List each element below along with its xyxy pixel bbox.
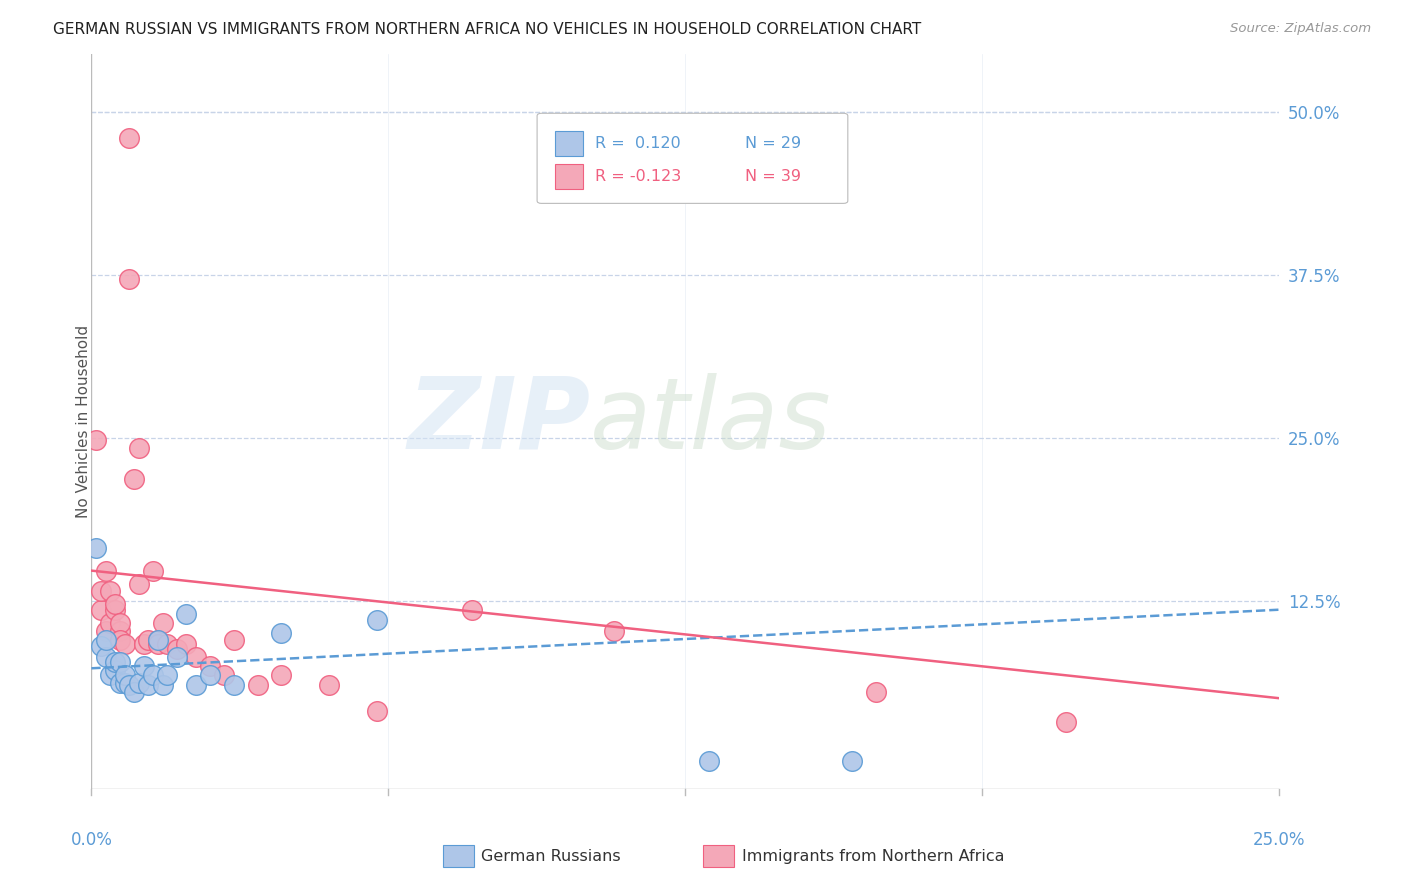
Text: Immigrants from Northern Africa: Immigrants from Northern Africa	[742, 849, 1005, 863]
Text: 0.0%: 0.0%	[70, 831, 112, 849]
Point	[270, 668, 292, 682]
Point	[122, 472, 145, 486]
Point	[94, 564, 117, 578]
Point	[270, 626, 292, 640]
Point	[132, 636, 155, 650]
Point	[114, 636, 136, 650]
Point	[246, 678, 269, 692]
Point	[84, 434, 107, 448]
Point	[156, 636, 179, 650]
Point	[118, 272, 141, 286]
Point	[100, 584, 122, 599]
Text: Source: ZipAtlas.com: Source: ZipAtlas.com	[1230, 22, 1371, 36]
Point	[152, 615, 174, 630]
Point	[128, 441, 150, 455]
Point	[100, 615, 122, 630]
Point	[697, 754, 720, 768]
Point	[90, 584, 112, 599]
Text: R =  0.120: R = 0.120	[595, 136, 681, 151]
Point	[184, 678, 207, 692]
Point	[366, 613, 388, 627]
Point	[176, 636, 198, 650]
Point	[94, 632, 117, 647]
Point	[146, 636, 169, 650]
Point	[104, 655, 127, 669]
Point	[114, 675, 136, 690]
Point	[200, 658, 222, 673]
Point	[142, 668, 165, 682]
Point	[222, 678, 245, 692]
Point	[108, 655, 131, 669]
Text: R = -0.123: R = -0.123	[595, 169, 681, 185]
Text: German Russians: German Russians	[481, 849, 620, 863]
Text: atlas: atlas	[591, 373, 832, 470]
Point	[114, 668, 136, 682]
Point	[100, 668, 122, 682]
Text: GERMAN RUSSIAN VS IMMIGRANTS FROM NORTHERN AFRICA NO VEHICLES IN HOUSEHOLD CORRE: GERMAN RUSSIAN VS IMMIGRANTS FROM NORTHE…	[53, 22, 922, 37]
Point	[104, 602, 127, 616]
Point	[104, 663, 127, 677]
Point	[84, 541, 107, 556]
Point	[156, 668, 179, 682]
Point	[104, 598, 127, 612]
Point	[366, 704, 388, 718]
Point	[108, 632, 131, 647]
Point	[118, 678, 141, 692]
Point	[138, 632, 160, 647]
Text: N = 29: N = 29	[745, 136, 801, 151]
Point	[460, 602, 482, 616]
Point	[176, 607, 198, 621]
Point	[142, 564, 165, 578]
Point	[166, 649, 188, 664]
Point	[1054, 714, 1077, 729]
Point	[603, 624, 626, 638]
Point	[166, 641, 188, 656]
Point	[318, 678, 340, 692]
Y-axis label: No Vehicles in Household: No Vehicles in Household	[76, 325, 90, 518]
Point	[184, 649, 207, 664]
Point	[841, 754, 863, 768]
Point	[108, 624, 131, 638]
Point	[132, 658, 155, 673]
Point	[122, 684, 145, 698]
Text: N = 39: N = 39	[745, 169, 801, 185]
Point	[146, 632, 169, 647]
Point	[152, 678, 174, 692]
Point	[214, 668, 236, 682]
Point	[90, 639, 112, 653]
Point	[128, 675, 150, 690]
Point	[865, 684, 887, 698]
Point	[108, 675, 131, 690]
Point	[200, 668, 222, 682]
Point	[90, 602, 112, 616]
Point	[94, 624, 117, 638]
Text: 25.0%: 25.0%	[1253, 831, 1306, 849]
Point	[146, 632, 169, 647]
Text: ZIP: ZIP	[408, 373, 591, 470]
Point	[94, 649, 117, 664]
Point	[118, 131, 141, 145]
Point	[128, 576, 150, 591]
Point	[222, 632, 245, 647]
Point	[108, 615, 131, 630]
Point	[138, 678, 160, 692]
